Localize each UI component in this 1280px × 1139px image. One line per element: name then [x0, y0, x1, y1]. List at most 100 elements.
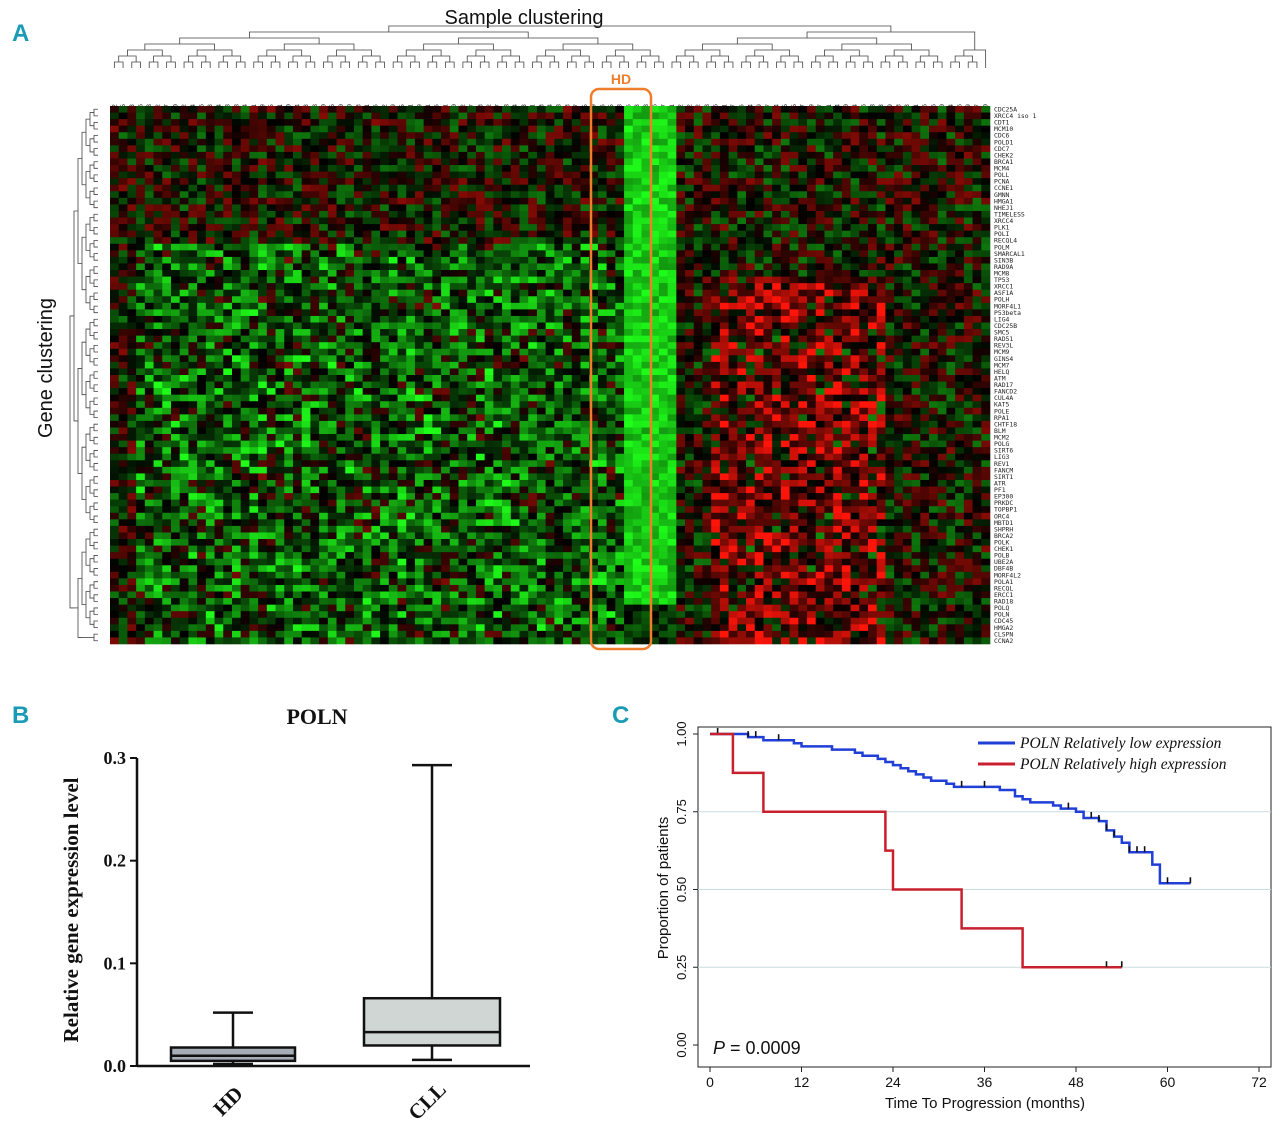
heatmap-cell	[319, 591, 329, 599]
heatmap-cell	[162, 420, 172, 428]
heatmap-cell	[397, 197, 407, 205]
heatmap-cell	[240, 119, 250, 126]
heatmap-cell	[554, 466, 564, 474]
heatmap-cell	[571, 604, 581, 612]
heatmap-cell	[170, 243, 180, 251]
heatmap-cell	[475, 342, 485, 350]
heatmap-cell	[493, 414, 503, 422]
heatmap-cell	[432, 210, 442, 218]
heatmap-cell	[188, 151, 198, 159]
heatmap-cell	[127, 256, 137, 264]
heatmap-cell	[458, 388, 468, 395]
heatmap-cell	[554, 440, 564, 448]
heatmap-cell	[127, 578, 137, 586]
heatmap-cell	[597, 237, 607, 245]
heatmap-cell	[197, 210, 207, 218]
heatmap-cell	[388, 493, 398, 500]
heatmap-cell	[441, 184, 451, 192]
heatmap-cell	[249, 565, 259, 573]
heatmap-cell	[153, 512, 163, 520]
heatmap-cell	[554, 322, 564, 330]
heatmap-cell	[162, 119, 172, 126]
heatmap-cell	[406, 191, 416, 199]
heatmap-cell	[545, 401, 555, 409]
heatmap-cell	[475, 348, 485, 356]
heatmap-cell	[214, 440, 224, 448]
heatmap-cell	[110, 394, 120, 402]
heatmap-cell	[336, 414, 346, 422]
heatmap-cell	[493, 151, 503, 159]
heatmap-cell	[197, 237, 207, 245]
heatmap-cell	[223, 571, 233, 579]
heatmap-cell	[214, 486, 224, 494]
heatmap-cell	[606, 125, 616, 133]
heatmap-cell	[388, 552, 398, 560]
heatmap-cell	[380, 375, 390, 382]
heatmap-cell	[371, 584, 381, 592]
heatmap-cell	[301, 453, 311, 461]
heatmap-cell	[136, 578, 146, 586]
heatmap-cell	[345, 368, 355, 376]
heatmap-cell	[502, 486, 512, 494]
heatmap-cell	[545, 204, 555, 212]
heatmap-cell	[432, 138, 442, 146]
heatmap-cell	[571, 276, 581, 284]
heatmap-cell	[502, 250, 512, 258]
heatmap-cell	[170, 394, 180, 402]
heatmap-cell	[475, 388, 485, 395]
heatmap-cell	[179, 525, 189, 533]
heatmap-cell	[536, 506, 546, 514]
heatmap-cell	[275, 230, 285, 238]
dendrogram-link	[85, 276, 90, 304]
heatmap-cell	[127, 598, 137, 605]
heatmap-cell	[275, 532, 285, 540]
heatmap-cell	[388, 171, 398, 179]
heatmap-cell	[388, 348, 398, 356]
heatmap-cell	[266, 630, 276, 638]
heatmap-cell	[580, 296, 590, 304]
heatmap-cell	[136, 112, 146, 120]
heatmap-cell	[188, 525, 198, 533]
heatmap-cell	[162, 584, 172, 592]
heatmap-cell	[127, 479, 137, 487]
heatmap-cell	[266, 151, 276, 159]
heatmap-cell	[153, 237, 163, 245]
heatmap-cell	[336, 552, 346, 560]
heatmap-cell	[528, 611, 538, 619]
heatmap-cell	[536, 276, 546, 284]
heatmap-cell	[406, 329, 416, 336]
heatmap-cell	[388, 296, 398, 304]
heatmap-cell	[353, 106, 363, 113]
heatmap-cell	[110, 401, 120, 409]
heatmap-cell	[292, 348, 302, 356]
heatmap-cell	[362, 191, 372, 199]
heatmap-cell	[449, 171, 459, 179]
heatmap-cell	[205, 283, 215, 291]
heatmap-cell	[144, 565, 154, 573]
heatmap-cell	[275, 112, 285, 120]
heatmap-cell	[571, 145, 581, 153]
heatmap-cell	[432, 453, 442, 461]
heatmap-cell	[545, 125, 555, 133]
heatmap-cell	[258, 106, 268, 113]
heatmap-cell	[441, 256, 451, 264]
heatmap-cell	[310, 335, 320, 343]
heatmap-cell	[441, 493, 451, 500]
heatmap-cell	[284, 630, 294, 638]
heatmap-cell	[353, 611, 363, 619]
heatmap-cell	[162, 388, 172, 395]
heatmap-cell	[188, 466, 198, 474]
heatmap-cell	[475, 381, 485, 389]
heatmap-cell	[380, 263, 390, 271]
heatmap-cell	[266, 322, 276, 330]
heatmap-cell	[284, 440, 294, 448]
heatmap-cell	[301, 591, 311, 599]
heatmap-cell	[136, 309, 146, 317]
heatmap-cell	[475, 289, 485, 297]
dendrogram-link	[249, 31, 529, 38]
heatmap-cell	[197, 224, 207, 231]
heatmap-cell	[371, 440, 381, 448]
heatmap-cell	[563, 539, 573, 546]
dendrogram-link	[93, 620, 98, 628]
heatmap-cell	[493, 302, 503, 310]
